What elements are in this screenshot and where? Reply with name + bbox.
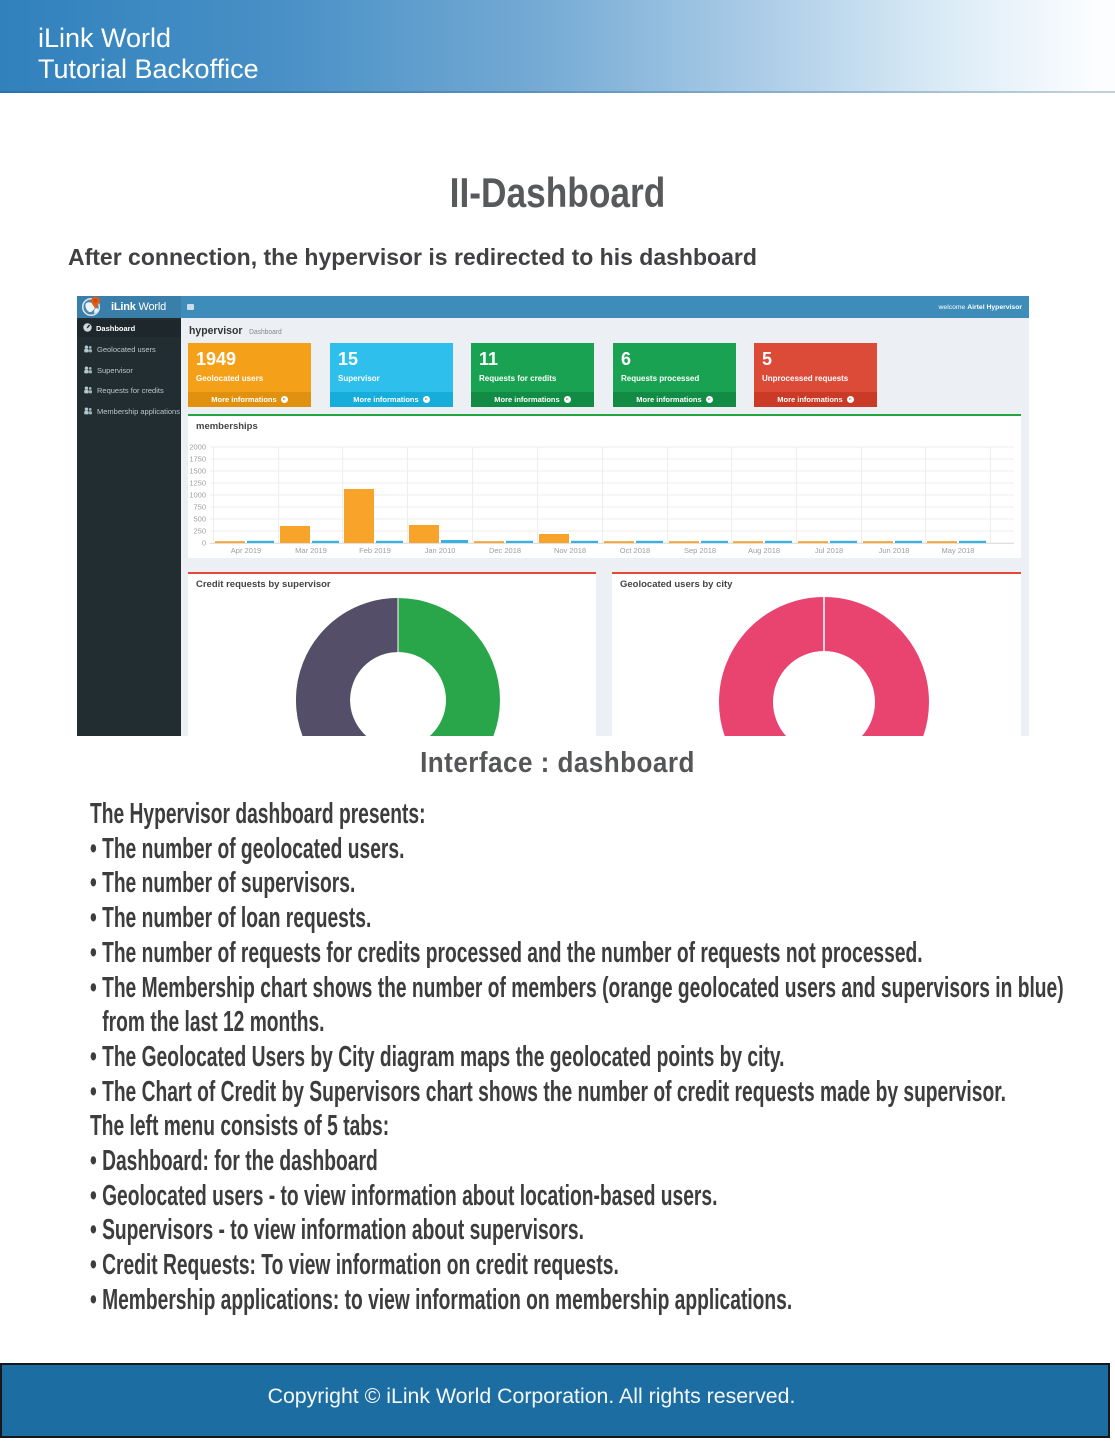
svg-text:Jan 2010: Jan 2010 xyxy=(425,546,456,555)
svg-text:250: 250 xyxy=(193,527,206,536)
svg-text:Sep 2018: Sep 2018 xyxy=(684,546,716,555)
svg-text:Aug 2018: Aug 2018 xyxy=(748,546,780,555)
svg-text:Oct 2018: Oct 2018 xyxy=(620,546,650,555)
svg-text:2000: 2000 xyxy=(189,443,206,452)
svg-text:May 2018: May 2018 xyxy=(942,546,975,555)
svg-text:Jul 2018: Jul 2018 xyxy=(815,546,843,555)
svg-text:Nov 2018: Nov 2018 xyxy=(554,546,586,555)
svg-text:1750: 1750 xyxy=(189,455,206,464)
svg-text:0: 0 xyxy=(202,539,206,548)
svg-text:1500: 1500 xyxy=(189,467,206,476)
svg-text:1000: 1000 xyxy=(189,491,206,500)
svg-text:Mar 2019: Mar 2019 xyxy=(295,546,327,555)
svg-text:Dec 2018: Dec 2018 xyxy=(489,546,521,555)
svg-text:500: 500 xyxy=(193,515,206,524)
svg-text:750: 750 xyxy=(193,503,206,512)
svg-text:Apr 2019: Apr 2019 xyxy=(231,546,261,555)
svg-text:Feb 2019: Feb 2019 xyxy=(359,546,391,555)
svg-text:Jun 2018: Jun 2018 xyxy=(879,546,910,555)
svg-text:1250: 1250 xyxy=(189,479,206,488)
